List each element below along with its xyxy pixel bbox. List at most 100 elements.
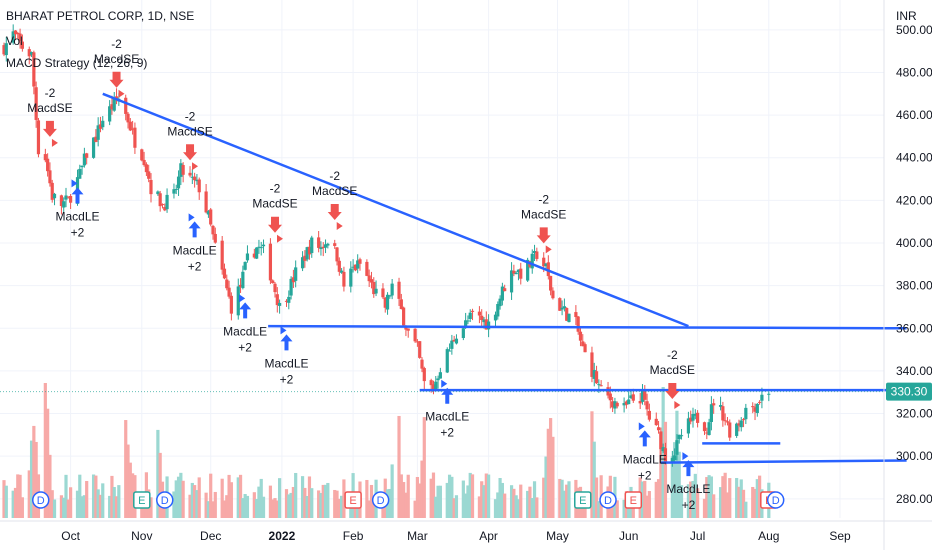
candle-body	[503, 288, 507, 292]
buy-flag-icon	[638, 422, 645, 431]
volume-bar	[592, 441, 596, 518]
candle-body	[567, 313, 571, 323]
volume-bar	[532, 481, 537, 518]
x-tick-label: May	[546, 529, 569, 543]
volume-bar	[176, 476, 181, 518]
volume-bar	[261, 496, 266, 518]
candle-body	[645, 401, 649, 410]
x-tick-label: Mar	[407, 529, 428, 543]
buy-arrow-icon	[280, 334, 293, 351]
x-tick-label: Sep	[829, 529, 851, 543]
candle-body	[195, 179, 199, 182]
strategy-legend: MACD Strategy (12, 26, 9)	[6, 56, 148, 70]
dividend-marker: D	[371, 491, 390, 509]
volume-bar	[741, 489, 746, 518]
event-markers: DEDEDEDEED	[31, 491, 785, 509]
candle-body	[128, 121, 132, 131]
signal-label: MacdLE	[425, 410, 469, 424]
buy-signal: MacdLE +2	[55, 179, 100, 239]
volume-bar	[190, 482, 194, 518]
volume-bar	[172, 491, 176, 518]
candle-body	[62, 201, 66, 208]
candle-body	[259, 247, 263, 249]
volume-bar	[46, 408, 50, 518]
candle-body	[590, 352, 594, 377]
candle-body	[578, 331, 583, 341]
dividend-marker: D	[156, 491, 174, 509]
sell-flag-icon	[545, 245, 552, 254]
signal-qty: +2	[638, 468, 652, 482]
candle-body	[560, 307, 564, 310]
signal-label: MacdSE	[94, 52, 139, 66]
candle-body	[562, 306, 566, 309]
volume-bar	[91, 474, 96, 518]
candle-body	[381, 288, 385, 298]
volume-bar	[404, 492, 408, 518]
candle-body	[445, 349, 449, 373]
candle-body	[227, 287, 231, 297]
candle-body	[464, 320, 468, 328]
candle-body	[321, 246, 325, 249]
candle-body	[241, 271, 245, 289]
signal-label: MacdSE	[252, 197, 297, 211]
volume-bar	[397, 415, 401, 518]
candle-body	[461, 328, 465, 339]
volume-bar	[567, 481, 571, 518]
candle-body	[326, 243, 330, 246]
dividend-marker: D	[599, 491, 617, 509]
signal-label: MacdLE	[55, 209, 99, 223]
candle-body	[385, 294, 390, 310]
candle-body	[686, 418, 691, 434]
volume-bar	[519, 484, 523, 518]
candle-body	[739, 420, 743, 428]
dividend-icon	[766, 491, 785, 509]
candle-body	[551, 290, 555, 299]
volume-bar	[101, 483, 105, 518]
candle-body	[418, 341, 422, 358]
candle-body	[303, 255, 307, 261]
volume-bar	[268, 485, 273, 518]
dividend-icon	[31, 491, 50, 509]
volume-bar	[27, 470, 31, 518]
volume-bar	[294, 472, 298, 518]
candle-body	[291, 277, 295, 283]
earnings-icon	[344, 491, 362, 509]
candle-body	[413, 328, 417, 342]
candle-body	[98, 124, 103, 129]
candles	[2, 24, 771, 467]
candle-body	[388, 295, 392, 297]
sell-arrow-icon	[268, 216, 283, 233]
candle-body	[91, 137, 96, 158]
candle-body	[558, 298, 562, 311]
earnings-marker: E	[574, 491, 592, 509]
candle-body	[718, 405, 723, 407]
candle-body	[725, 421, 730, 423]
volume-bar	[744, 501, 748, 518]
candle-body	[29, 52, 34, 55]
candle-body	[707, 422, 711, 436]
candle-body	[397, 281, 401, 299]
candle-body	[691, 414, 695, 421]
candle-body	[431, 384, 436, 391]
candle-body	[176, 176, 181, 189]
trendlines	[0, 92, 907, 464]
buy-signal: MacdLE +2	[173, 213, 217, 273]
y-tick-label: 360.00	[896, 321, 932, 335]
candle-body	[487, 321, 491, 330]
candle-body	[43, 154, 47, 161]
earnings-icon	[574, 491, 592, 509]
volume-bar	[516, 499, 521, 518]
buy-flag-icon	[280, 326, 287, 335]
candle-body	[220, 240, 224, 270]
candle-body	[340, 270, 344, 273]
x-tick-label: Oct	[61, 529, 80, 543]
candle-body	[597, 384, 601, 386]
volume-bar	[500, 482, 504, 518]
volume-bar	[597, 501, 601, 518]
x-tick-label: Dec	[200, 529, 221, 543]
currency-label: INR	[896, 9, 917, 23]
volume-bar	[670, 456, 674, 518]
volume-bar	[278, 478, 282, 518]
volume-bar	[29, 440, 34, 518]
